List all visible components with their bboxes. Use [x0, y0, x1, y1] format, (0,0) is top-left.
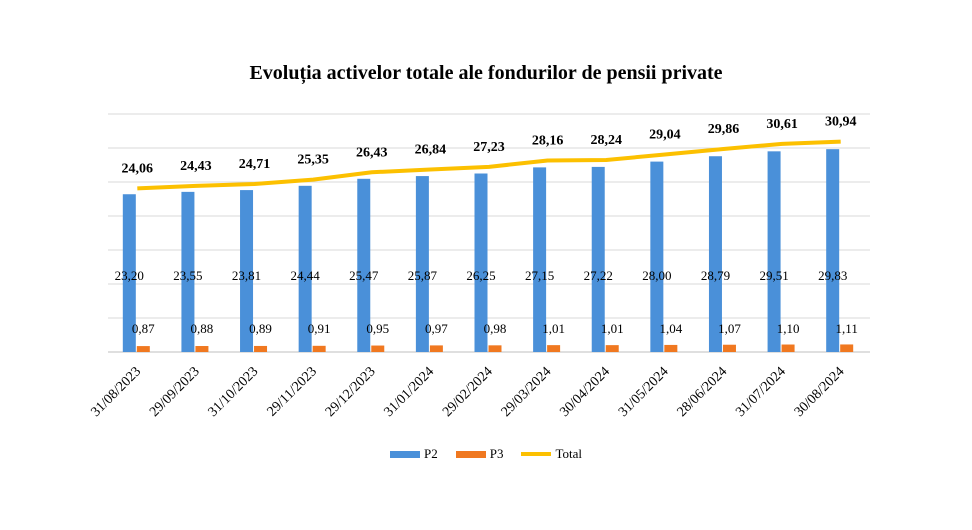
data-label-total: 27,23: [473, 140, 505, 155]
data-labels: 23,20 0,87 24,06 23,55 0,88 24,43 23,81 0,89 24,…: [115, 115, 858, 336]
data-label-p3: 0,89: [249, 321, 272, 336]
legend: P2 P3 Total: [0, 446, 972, 462]
data-label-p3: 0,95: [366, 321, 389, 336]
chart-title: Evoluția activelor totale ale fondurilor…: [249, 62, 723, 84]
bar-p3: [254, 345, 268, 352]
bar-p3: [429, 345, 443, 352]
bar-p2: [298, 185, 312, 352]
x-tick-label: 29/02/2024: [440, 364, 496, 420]
data-label-p2: 23,81: [232, 268, 261, 283]
x-tick-label: 31/01/2024: [382, 364, 438, 420]
data-label-p2: 25,87: [408, 268, 438, 283]
data-label-p2: 25,47: [349, 268, 379, 283]
legend-swatch-total: [521, 452, 552, 456]
x-tick-label: 29/03/2024: [499, 364, 555, 420]
bar-p2: [240, 190, 254, 352]
data-label-p3: 1,01: [601, 321, 624, 336]
bar-p3: [488, 345, 502, 352]
bar-p2: [650, 161, 664, 352]
data-label-total: 28,24: [590, 133, 622, 148]
x-tick-label: 31/10/2023: [206, 364, 262, 420]
legend-label-p2: P2: [424, 446, 438, 461]
bar-p2: [122, 194, 136, 352]
x-tick-label: 28/06/2024: [675, 364, 731, 420]
bar-p2: [474, 173, 488, 352]
bar-p3: [195, 346, 209, 352]
x-tick-label: 30/08/2024: [792, 364, 848, 420]
bar-p2: [767, 151, 781, 352]
data-label-p2: 27,15: [525, 268, 554, 283]
data-label-p3: 0,97: [425, 321, 448, 336]
bar-p2: [826, 149, 840, 352]
data-label-total: 26,43: [356, 145, 388, 160]
legend-item-p3: P3: [455, 446, 504, 462]
data-label-total: 28,16: [532, 134, 564, 149]
bar-p3: [664, 344, 678, 352]
total-series-line: [137, 139, 841, 191]
data-label-p3: 1,07: [718, 321, 741, 336]
data-label-p2: 26,25: [466, 268, 495, 283]
bar-p3: [722, 344, 736, 352]
legend-swatch-p2: [390, 450, 420, 458]
data-label-p2: 28,00: [642, 268, 671, 283]
bar-p2: [181, 191, 195, 352]
bar-p2: [591, 166, 605, 352]
bar-p3: [371, 345, 385, 352]
legend-label-total: Total: [555, 446, 582, 461]
data-label-p2: 23,55: [173, 268, 202, 283]
legend-item-p2: P2: [390, 446, 438, 462]
bar-p3: [547, 345, 561, 352]
data-label-total: 24,71: [239, 157, 271, 172]
gridlines: [108, 113, 870, 353]
data-label-p2: 24,44: [291, 268, 321, 283]
bars: [122, 149, 854, 352]
bar-p3: [605, 345, 619, 352]
data-label-total: 29,04: [649, 128, 681, 143]
data-label-p3: 1,01: [542, 321, 565, 336]
data-label-total: 24,43: [180, 159, 212, 174]
x-tick-label: 29/12/2023: [323, 364, 379, 420]
x-tick-label: 30/04/2024: [557, 364, 613, 420]
data-label-p3: 0,87: [132, 321, 155, 336]
data-label-p2: 29,51: [759, 268, 788, 283]
data-label-p2: 28,79: [701, 268, 730, 283]
data-label-total: 24,06: [122, 161, 154, 176]
data-label-p3: 0,91: [308, 321, 331, 336]
data-label-total: 25,35: [297, 153, 329, 168]
x-axis-ticks: 31/08/2023 29/09/2023 31/10/2023 29/11/2023…: [88, 364, 847, 420]
x-tick-label: 31/05/2024: [616, 364, 672, 420]
total-line: [137, 139, 841, 191]
legend-item-total: Total: [521, 446, 582, 462]
data-label-p3: 0,98: [484, 321, 507, 336]
data-label-p3: 1,10: [777, 321, 800, 336]
bar-p2: [357, 178, 371, 352]
data-label-p2: 23,20: [115, 268, 144, 283]
x-tick-label: 29/09/2023: [147, 364, 203, 420]
data-label-p3: 1,11: [836, 321, 858, 336]
bar-p3: [781, 344, 795, 352]
x-tick-label: 29/11/2023: [265, 364, 320, 419]
data-label-p3: 0,88: [191, 321, 214, 336]
data-label-p3: 1,04: [659, 321, 682, 336]
bar-p2: [415, 176, 429, 352]
bar-p3: [312, 345, 326, 352]
data-label-p2: 27,22: [584, 268, 613, 283]
x-tick-label: 31/08/2023: [88, 364, 144, 420]
bar-p3: [840, 344, 854, 352]
bar-p3: [136, 346, 150, 352]
data-label-p2: 29,83: [818, 268, 847, 283]
data-label-total: 26,84: [415, 142, 447, 157]
data-label-total: 30,94: [825, 115, 857, 130]
data-label-total: 30,61: [766, 117, 798, 132]
bar-p2: [533, 167, 547, 352]
bar-p2: [708, 156, 722, 352]
legend-swatch-p3: [455, 450, 486, 458]
x-tick-label: 31/07/2024: [733, 364, 789, 420]
legend-label-p3: P3: [489, 446, 504, 461]
data-label-total: 29,86: [708, 122, 740, 137]
